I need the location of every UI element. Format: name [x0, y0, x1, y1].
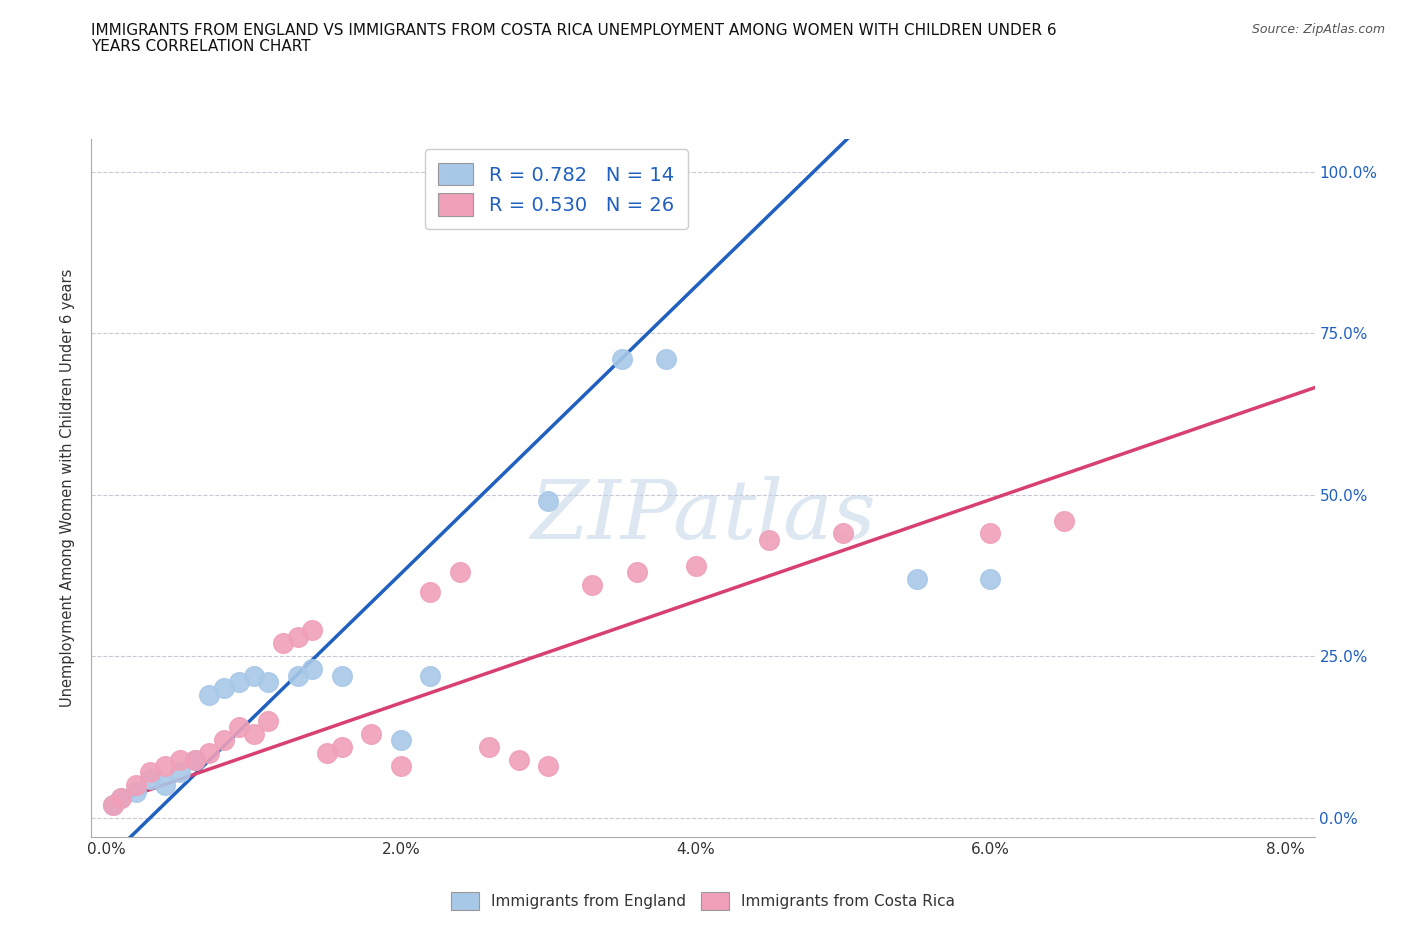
- Point: [271, 636, 294, 651]
- Point: [832, 526, 855, 541]
- Point: [198, 746, 221, 761]
- Point: [979, 571, 1001, 586]
- Point: [110, 790, 132, 805]
- Point: [183, 752, 205, 767]
- Point: [198, 687, 221, 702]
- Text: YEARS CORRELATION CHART: YEARS CORRELATION CHART: [91, 39, 311, 54]
- Point: [301, 661, 323, 676]
- Point: [537, 494, 560, 509]
- Point: [626, 565, 648, 579]
- Point: [685, 558, 707, 573]
- Point: [228, 720, 250, 735]
- Point: [301, 623, 323, 638]
- Legend: Immigrants from England, Immigrants from Costa Rica: Immigrants from England, Immigrants from…: [443, 884, 963, 918]
- Point: [979, 526, 1001, 541]
- Point: [212, 733, 235, 748]
- Point: [389, 759, 412, 774]
- Point: [257, 713, 280, 728]
- Legend: R = 0.782   N = 14, R = 0.530   N = 26: R = 0.782 N = 14, R = 0.530 N = 26: [425, 149, 688, 229]
- Text: Source: ZipAtlas.com: Source: ZipAtlas.com: [1251, 23, 1385, 36]
- Text: ZIPatlas: ZIPatlas: [530, 476, 876, 556]
- Point: [110, 790, 132, 805]
- Point: [103, 797, 125, 812]
- Point: [508, 752, 530, 767]
- Point: [758, 533, 780, 548]
- Point: [228, 674, 250, 689]
- Point: [124, 784, 146, 799]
- Point: [103, 797, 125, 812]
- Point: [153, 777, 176, 792]
- Point: [478, 739, 501, 754]
- Point: [287, 630, 309, 644]
- Point: [655, 352, 678, 366]
- Point: [330, 739, 353, 754]
- Point: [153, 759, 176, 774]
- Point: [1053, 513, 1076, 528]
- Point: [537, 759, 560, 774]
- Point: [419, 584, 441, 599]
- Point: [183, 752, 205, 767]
- Point: [360, 726, 382, 741]
- Point: [139, 772, 162, 787]
- Text: IMMIGRANTS FROM ENGLAND VS IMMIGRANTS FROM COSTA RICA UNEMPLOYMENT AMONG WOMEN W: IMMIGRANTS FROM ENGLAND VS IMMIGRANTS FR…: [91, 23, 1057, 38]
- Point: [212, 681, 235, 696]
- Point: [610, 352, 633, 366]
- Point: [169, 765, 191, 780]
- Point: [316, 746, 339, 761]
- Point: [581, 578, 603, 592]
- Point: [124, 777, 146, 792]
- Point: [287, 668, 309, 683]
- Point: [905, 571, 928, 586]
- Point: [169, 752, 191, 767]
- Point: [139, 765, 162, 780]
- Point: [242, 726, 264, 741]
- Point: [449, 565, 471, 579]
- Point: [419, 668, 441, 683]
- Y-axis label: Unemployment Among Women with Children Under 6 years: Unemployment Among Women with Children U…: [60, 269, 76, 708]
- Point: [330, 668, 353, 683]
- Point: [257, 674, 280, 689]
- Point: [242, 668, 264, 683]
- Point: [389, 733, 412, 748]
